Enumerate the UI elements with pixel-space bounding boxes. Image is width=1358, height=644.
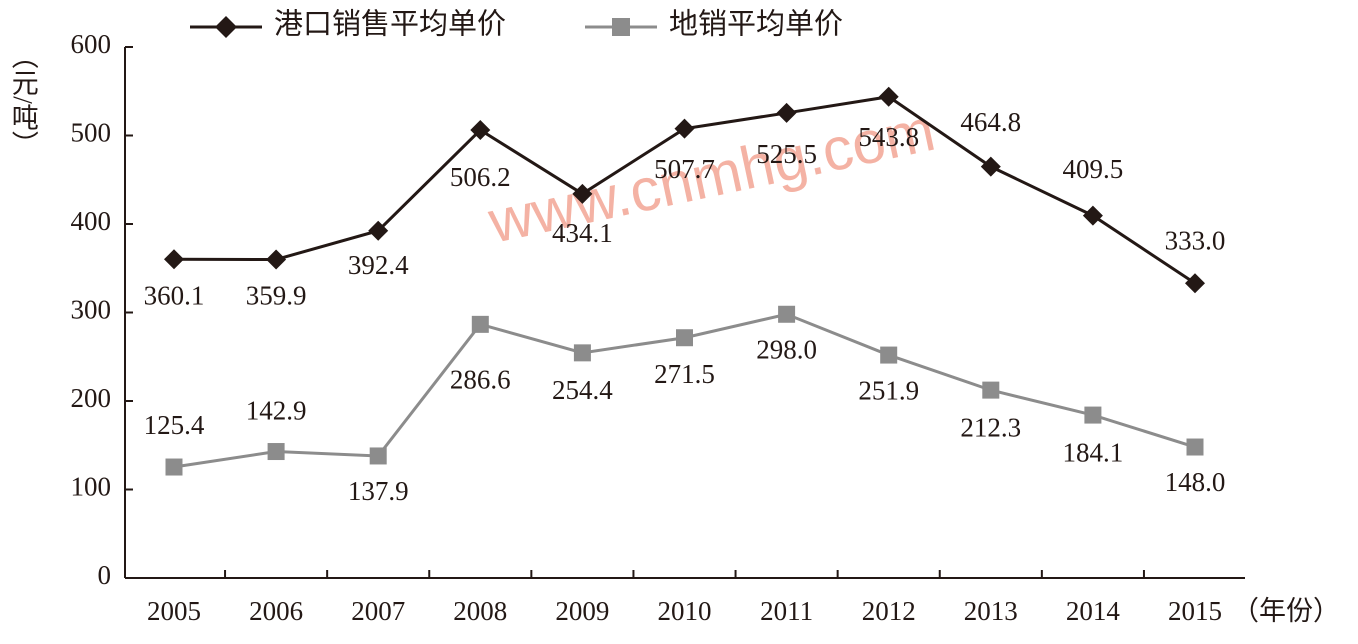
data-label: 543.8 (858, 122, 919, 152)
data-label: 184.1 (1063, 437, 1124, 467)
marker (165, 458, 183, 476)
x-tick-label: 2015 (1168, 596, 1222, 626)
data-label: 251.9 (858, 375, 919, 405)
data-label: 360.1 (144, 281, 205, 311)
data-label: 392.4 (348, 250, 409, 280)
data-label: 525.5 (756, 139, 817, 169)
x-tick-label: 2013 (964, 596, 1018, 626)
marker (164, 249, 184, 270)
x-tick-label: 2009 (555, 596, 609, 626)
legend-label: 港口销售平均单价 (274, 8, 506, 41)
data-label: 409.5 (1063, 154, 1124, 184)
data-label: 359.9 (246, 281, 307, 311)
y-axis-label: （元/吨） (8, 42, 39, 158)
marker (880, 346, 898, 364)
x-tick-label: 2008 (453, 596, 507, 626)
marker (778, 305, 796, 323)
y-tick-label: 500 (71, 118, 112, 148)
data-label: 148.0 (1165, 467, 1226, 497)
x-tick-label: 2006 (249, 596, 303, 626)
legend-marker (215, 16, 237, 38)
legend-label: 地销平均单价 (669, 8, 843, 41)
marker (573, 344, 591, 362)
data-label: 333.0 (1165, 225, 1226, 255)
y-tick-label: 300 (71, 295, 112, 325)
legend-marker (612, 18, 630, 36)
marker (982, 381, 1000, 399)
x-tick-label: 2007 (351, 596, 405, 626)
y-tick-label: 600 (71, 29, 112, 59)
x-tick-label: 2014 (1066, 596, 1121, 626)
data-label: 298.0 (756, 334, 817, 364)
marker (471, 315, 489, 333)
data-label: 464.8 (960, 107, 1021, 137)
marker (674, 118, 695, 139)
y-tick-label: 400 (71, 206, 112, 236)
data-label: 142.9 (246, 396, 307, 426)
marker (572, 183, 593, 204)
marker (369, 447, 387, 465)
x-tick-label: 2012 (862, 596, 916, 626)
marker (368, 220, 389, 241)
y-tick-label: 100 (71, 472, 112, 502)
marker (980, 156, 1001, 177)
marker (1185, 273, 1205, 294)
marker (878, 86, 899, 107)
data-label: 507.7 (654, 154, 715, 184)
marker (1082, 205, 1103, 226)
x-tick-label: 2010 (658, 596, 712, 626)
marker (676, 329, 693, 347)
x-tick-label: 2005 (147, 596, 201, 626)
data-label: 271.5 (654, 359, 715, 389)
data-label: 254.4 (552, 375, 613, 405)
x-axis-label: （年份） (1232, 596, 1340, 626)
x-tick-label: 2011 (760, 596, 813, 626)
data-label: 434.1 (552, 218, 613, 248)
y-tick-label: 200 (71, 383, 112, 413)
marker (776, 102, 797, 123)
marker (470, 120, 491, 141)
marker (1186, 438, 1204, 456)
y-tick-label: 0 (98, 560, 112, 590)
data-label: 286.6 (450, 365, 511, 395)
data-label: 137.9 (348, 476, 409, 506)
data-label: 506.2 (450, 162, 511, 192)
marker (266, 249, 287, 270)
data-label: 125.4 (144, 410, 205, 440)
marker (267, 443, 285, 461)
data-label: 212.3 (960, 412, 1021, 442)
marker (1084, 406, 1102, 424)
